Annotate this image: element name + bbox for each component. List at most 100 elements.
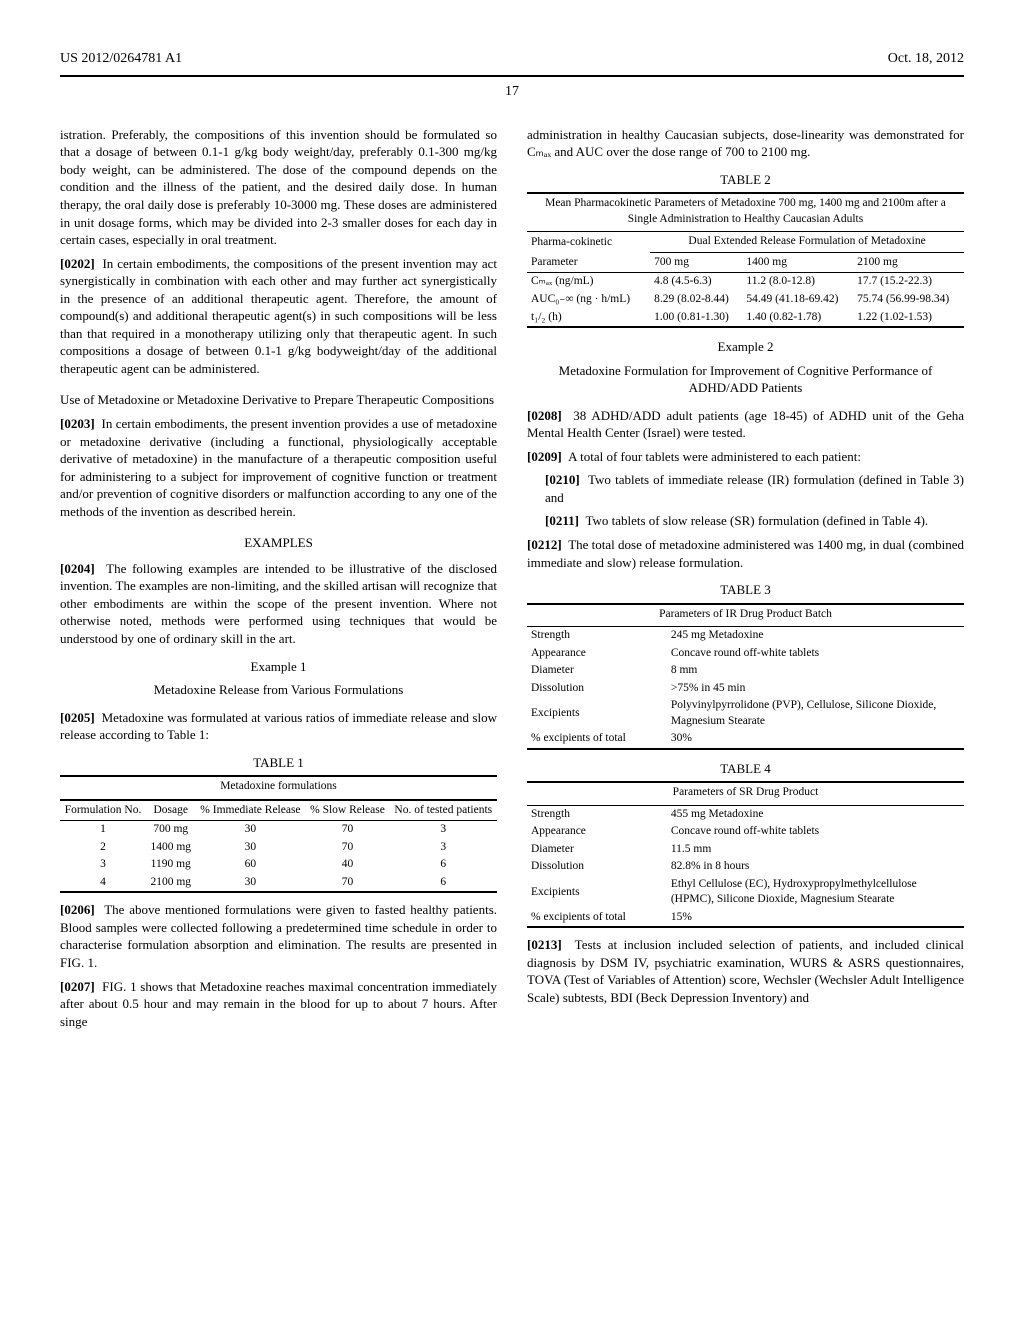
table-cell: 1190 mg <box>146 856 195 874</box>
example-1-number: Example 1 <box>60 658 497 676</box>
para-number: [0208] <box>527 408 562 423</box>
table-cell: 455 mg Metadoxine <box>667 805 964 823</box>
table-cell: Appearance <box>527 823 667 841</box>
table-1: Metadoxine formulations Formulation No. … <box>60 775 497 893</box>
para-0209: [0209] A total of four tablets were admi… <box>527 448 964 466</box>
table-cell: AUC₀₋∞ (ng · h/mL) <box>527 291 650 309</box>
para-number: [0212] <box>527 537 562 552</box>
table-header: Parameter <box>527 252 650 273</box>
table-cell: 245 mg Metadoxine <box>667 627 964 645</box>
table-header: Dosage <box>146 800 195 821</box>
para-0210: [0210] Two tablets of immediate release … <box>545 471 964 506</box>
table-cell: Dissolution <box>527 680 667 698</box>
table-2-caption: Mean Pharmacokinetic Parameters of Metad… <box>527 193 964 232</box>
para-0205: [0205] Metadoxine was formulated at vari… <box>60 709 497 744</box>
table-cell: % excipients of total <box>527 730 667 749</box>
table-cell: Ethyl Cellulose (EC), Hydroxypropylmethy… <box>667 876 964 909</box>
table-cell: 2 <box>60 839 146 857</box>
table-cell: 6 <box>390 874 497 893</box>
table-1-caption: Metadoxine formulations <box>60 776 497 800</box>
examples-heading: EXAMPLES <box>60 534 497 552</box>
table-header: 2100 mg <box>853 252 964 273</box>
table-cell: 1.40 (0.82-1.78) <box>742 309 853 328</box>
publication-date: Oct. 18, 2012 <box>888 50 964 69</box>
table-header: No. of tested patients <box>390 800 497 821</box>
para-number: [0209] <box>527 449 562 464</box>
para-0213: [0213] Tests at inclusion included selec… <box>527 936 964 1006</box>
table-cell: 1.22 (1.02-1.53) <box>853 309 964 328</box>
table-cell: 60 <box>195 856 305 874</box>
para-text: 38 ADHD/ADD adult patients (age 18-45) o… <box>527 408 964 441</box>
table-cell: 3 <box>390 839 497 857</box>
right-column: administration in healthy Caucasian subj… <box>527 126 964 1036</box>
para-0207-continuation: administration in healthy Caucasian subj… <box>527 126 964 161</box>
example-2-title: Metadoxine Formulation for Improvement o… <box>527 362 964 397</box>
para-number: [0204] <box>60 561 95 576</box>
para-0201-continuation: istration. Preferably, the compositions … <box>60 126 497 249</box>
table-cell: 1.00 (0.81-1.30) <box>650 309 742 328</box>
table-cell: Appearance <box>527 645 667 663</box>
two-column-layout: istration. Preferably, the compositions … <box>60 126 964 1036</box>
table-cell: t₁/₂ (h) <box>527 309 650 328</box>
table-cell: 8 mm <box>667 662 964 680</box>
table-cell: 75.74 (56.99-98.34) <box>853 291 964 309</box>
table-cell: 1 <box>60 821 146 839</box>
para-text: Tests at inclusion included selection of… <box>527 937 964 1005</box>
table-cell: 30% <box>667 730 964 749</box>
para-text: Two tablets of slow release (SR) formula… <box>585 513 928 528</box>
table-cell: 4 <box>60 874 146 893</box>
para-number: [0210] <box>545 472 580 487</box>
table-cell: 30 <box>195 839 305 857</box>
table-2: Mean Pharmacokinetic Parameters of Metad… <box>527 192 964 328</box>
para-text: The following examples are intended to b… <box>60 561 497 646</box>
table-2-label: TABLE 2 <box>527 171 964 189</box>
para-number: [0202] <box>60 256 95 271</box>
example-1-title: Metadoxine Release from Various Formulat… <box>60 681 497 699</box>
para-text: The above mentioned formulations were gi… <box>60 902 497 970</box>
table-cell: 17.7 (15.2-22.3) <box>853 273 964 291</box>
table-cell: 700 mg <box>146 821 195 839</box>
table-cell: 70 <box>305 821 389 839</box>
page-number: 17 <box>60 83 964 102</box>
table-header: Formulation No. <box>60 800 146 821</box>
table-4-caption: Parameters of SR Drug Product <box>527 782 964 805</box>
table-cell: 70 <box>305 874 389 893</box>
table-cell: Strength <box>527 805 667 823</box>
table-cell: Polyvinylpyrrolidone (PVP), Cellulose, S… <box>667 697 964 730</box>
table-cell: 3 <box>390 821 497 839</box>
table-1-label: TABLE 1 <box>60 754 497 772</box>
para-text: Two tablets of immediate release (IR) fo… <box>545 472 964 505</box>
table-cell: Concave round off-white tablets <box>667 645 964 663</box>
table-cell: 54.49 (41.18-69.42) <box>742 291 853 309</box>
table-header: % Immediate Release <box>195 800 305 821</box>
table-cell: 3 <box>60 856 146 874</box>
table-cell: 15% <box>667 909 964 928</box>
table-cell: 70 <box>305 839 389 857</box>
left-column: istration. Preferably, the compositions … <box>60 126 497 1036</box>
para-0204: [0204] The following examples are intend… <box>60 560 497 648</box>
publication-number: US 2012/0264781 A1 <box>60 50 182 69</box>
table-header: 1400 mg <box>742 252 853 273</box>
para-0207: [0207] FIG. 1 shows that Metadoxine reac… <box>60 978 497 1031</box>
para-number: [0206] <box>60 902 95 917</box>
table-cell: Diameter <box>527 662 667 680</box>
para-0203: [0203] In certain embodiments, the prese… <box>60 415 497 520</box>
header-rule <box>60 75 964 77</box>
table-cell: % excipients of total <box>527 909 667 928</box>
para-number: [0203] <box>60 416 95 431</box>
para-0211: [0211] Two tablets of slow release (SR) … <box>545 512 964 530</box>
table-cell: 30 <box>195 821 305 839</box>
table-3: Parameters of IR Drug Product Batch Stre… <box>527 603 964 750</box>
table-cell: 82.8% in 8 hours <box>667 858 964 876</box>
table-header: 700 mg <box>650 252 742 273</box>
para-text: Metadoxine was formulated at various rat… <box>60 710 497 743</box>
table-cell: 11.5 mm <box>667 841 964 859</box>
table-cell: Cₘₐₓ (ng/mL) <box>527 273 650 291</box>
para-number: [0205] <box>60 710 95 725</box>
table-cell: Diameter <box>527 841 667 859</box>
para-number: [0207] <box>60 979 95 994</box>
para-text: FIG. 1 shows that Metadoxine reaches max… <box>60 979 497 1029</box>
para-0212: [0212] The total dose of metadoxine admi… <box>527 536 964 571</box>
table-cell: 6 <box>390 856 497 874</box>
para-number: [0213] <box>527 937 562 952</box>
